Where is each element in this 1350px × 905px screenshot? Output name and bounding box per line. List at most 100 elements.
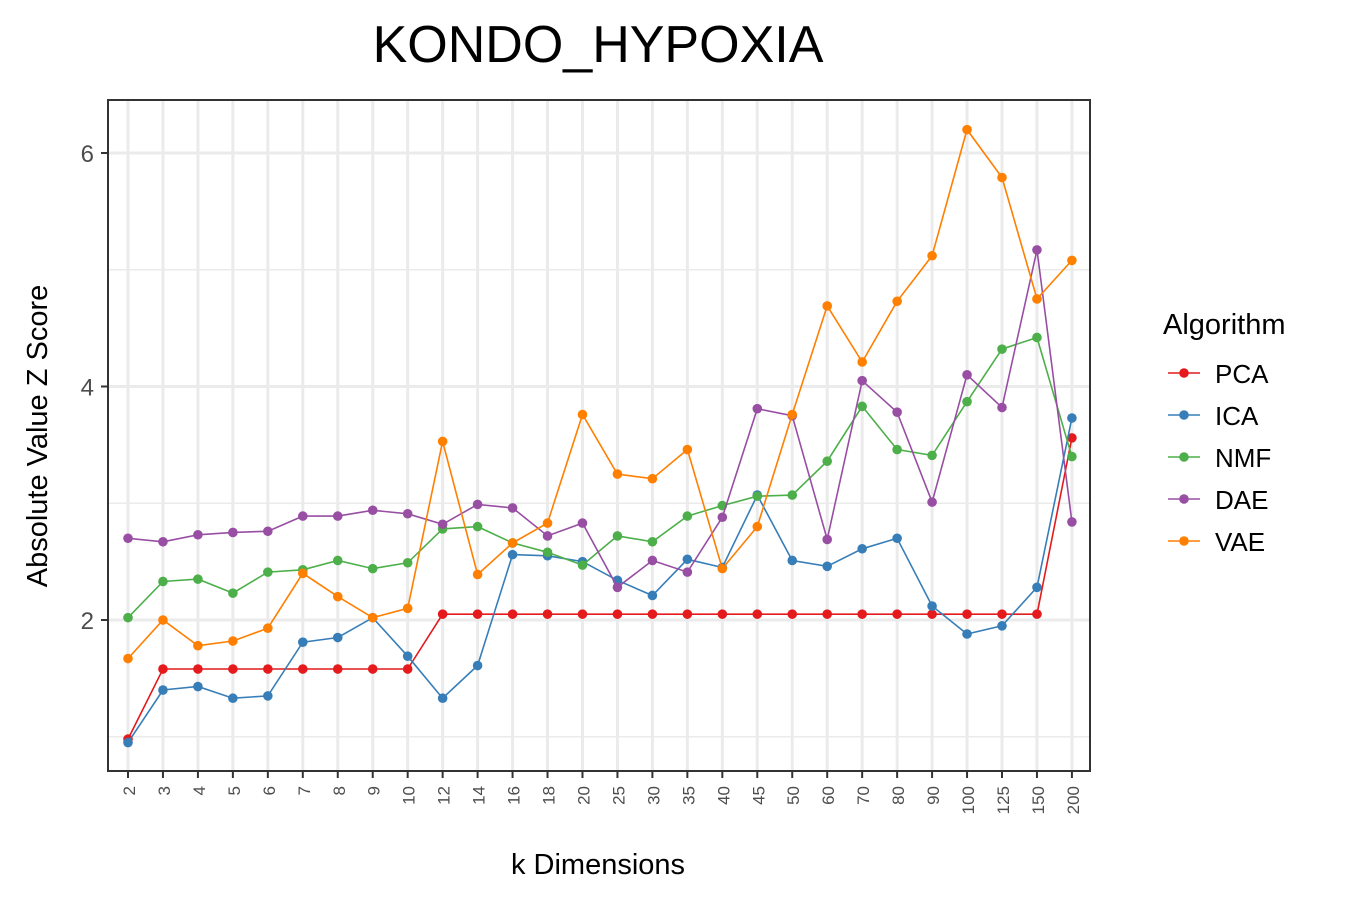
legend-point-nmf [1179,452,1189,462]
data-point-vae [647,473,658,484]
data-point-ica [158,685,168,695]
data-point-dae [717,512,728,523]
data-point-dae [962,370,972,380]
series-line-dae [127,249,1073,589]
legend: Algorithm PCA ICA NMF DAE VAE [1163,309,1286,557]
data-point-pca [717,609,728,619]
data-point-vae [892,296,902,307]
data-point-ica [822,561,832,572]
data-point-nmf [857,401,867,412]
data-point-nmf [787,490,798,500]
y-tick-label: 4 [81,375,94,402]
data-point-vae [298,568,308,579]
data-point-dae [682,567,693,577]
x-tick-label: 10 [400,786,419,805]
data-point-ica [193,681,203,692]
data-point-pca [1032,609,1042,619]
data-point-pca [752,609,763,619]
data-point-vae [332,591,343,602]
data-point-pca [437,609,448,619]
data-point-vae [193,640,203,651]
data-point-dae [892,407,902,417]
data-point-nmf [647,536,658,547]
data-point-pca [332,664,343,674]
data-point-vae [962,124,972,135]
x-tick-label: 25 [609,786,628,805]
data-point-pca [577,609,588,619]
legend-title: Algorithm [1163,309,1286,341]
data-point-dae [577,518,588,528]
data-point-dae [367,505,378,516]
data-point-vae [822,301,832,311]
data-point-pca [822,609,832,619]
data-point-dae [997,402,1007,413]
data-point-ica [1032,582,1042,593]
data-point-pca [542,609,553,619]
data-point-ica [402,651,413,661]
x-tick-label: 80 [889,786,908,805]
x-tick-label: 35 [679,786,698,805]
data-point-pca [228,664,238,674]
data-point-pca [997,609,1007,619]
data-point-pca [472,609,483,619]
data-point-dae [1067,517,1077,527]
x-tick-label: 8 [330,786,349,795]
data-point-pca [263,664,273,674]
data-point-nmf [822,456,832,467]
data-point-nmf [402,557,413,568]
data-point-nmf [1067,451,1077,462]
data-point-nmf [193,574,203,584]
data-point-ica [298,637,308,647]
x-tick-label: 14 [470,786,489,805]
data-point-nmf [472,521,483,532]
legend-point-ica [1179,410,1189,420]
x-tick-label: 18 [540,786,559,805]
series-line-vae [127,127,1073,660]
data-point-vae [1032,294,1042,304]
data-point-dae [298,511,308,521]
data-point-nmf [542,547,553,558]
data-point-vae [542,518,553,528]
data-point-pca [857,609,867,619]
legend-label-dae: DAE [1215,485,1268,515]
x-tick-label: 6 [260,786,279,795]
data-point-nmf [612,531,623,541]
data-point-vae [123,653,133,664]
x-tick-label: 20 [574,786,593,805]
data-point-nmf [367,563,378,574]
data-point-nmf [123,612,133,623]
data-point-nmf [228,588,238,598]
grid [108,100,1090,771]
data-point-ica [263,691,273,701]
data-point-pca [298,664,308,674]
plot-panel-border [107,99,1091,772]
chart-title: KONDO_HYPOXIA [373,16,824,74]
legend-label-nmf: NMF [1215,443,1271,473]
data-point-pca [158,664,168,674]
data-point-ica [647,590,658,601]
x-axis-label: k Dimensions [511,849,685,881]
data-point-vae [857,357,867,367]
data-point-dae [228,527,238,538]
data-point-nmf [962,396,972,407]
legend-label-pca: PCA [1215,359,1269,389]
data-point-pca [193,664,203,674]
data-point-ica [437,693,448,704]
data-point-pca [927,609,937,619]
data-point-nmf [158,576,168,587]
y-tick-label: 2 [81,608,94,635]
y-axis-label: Absolute Value Z Score [22,285,54,588]
data-point-vae [158,615,168,625]
data-point-vae [472,569,483,580]
data-point-vae [507,538,518,548]
data-point-vae [437,436,448,447]
legend-point-vae [1179,536,1189,546]
data-point-pca [367,664,378,674]
data-point-ica [228,693,238,704]
x-tick-label: 4 [190,786,209,795]
legend-point-dae [1179,494,1189,504]
data-point-ica [123,737,133,748]
x-tick-label: 30 [644,786,663,805]
x-tick-label: 5 [225,786,244,795]
